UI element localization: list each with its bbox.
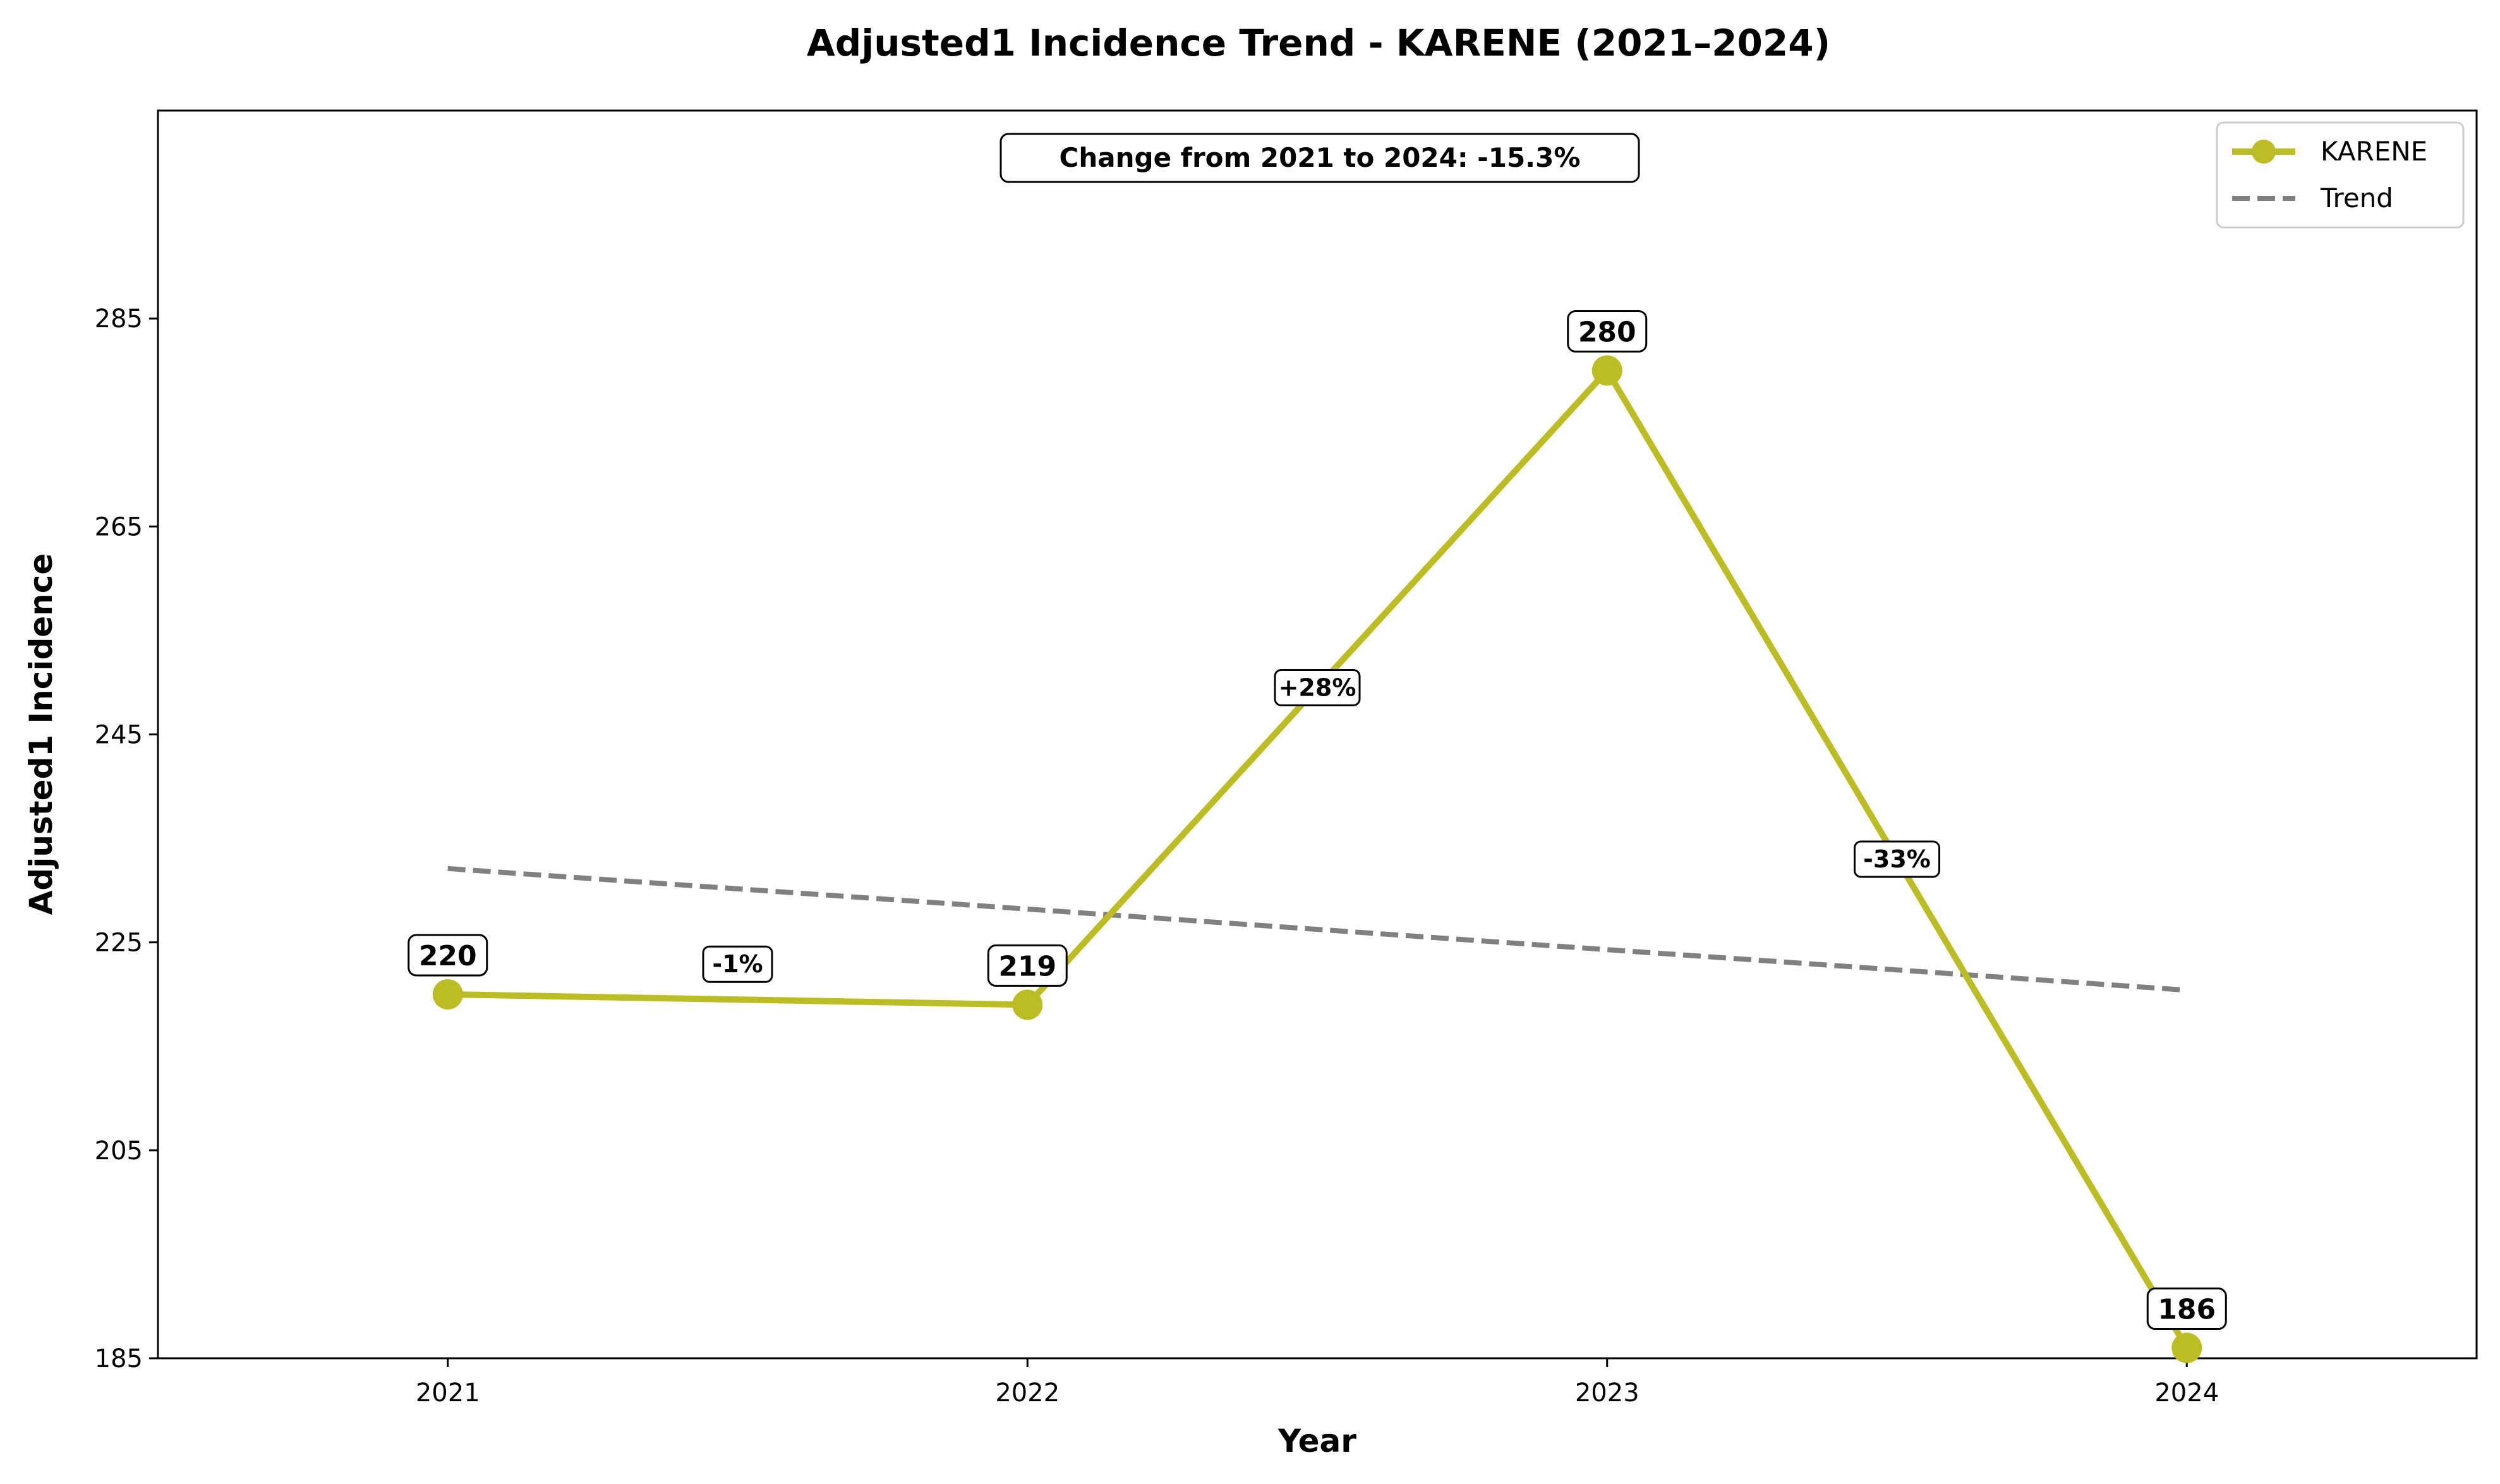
value-label-box — [1567, 310, 1648, 353]
plot-frame — [157, 109, 2478, 1360]
segment-change-box — [702, 945, 773, 983]
x-tick-label: 2023 — [1575, 1378, 1639, 1408]
y-tick-label: 205 — [95, 1137, 143, 1166]
y-axis: 185 205 225 245 265 285 — [95, 305, 158, 1373]
trend-line — [447, 866, 2187, 993]
change-annotation-text: Change from 2021 to 2024: -15.3% — [1060, 142, 1581, 173]
segment-change-box — [1274, 668, 1361, 706]
change-annotation: Change from 2021 to 2024: -15.3% — [999, 133, 1640, 183]
value-label-box — [408, 934, 488, 977]
x-tick-label: 2022 — [995, 1378, 1060, 1408]
legend-label-karene: KARENE — [2321, 136, 2427, 167]
value-label-box — [2146, 1288, 2227, 1330]
segment-change-labels: -1% +28% -33% — [702, 668, 1940, 983]
chart-title: Adjusted1 Incidence Trend - KARENE (2021… — [807, 21, 1830, 64]
y-tick-label: 245 — [95, 721, 143, 750]
y-axis-label: Adjusted1 Incidence — [23, 553, 59, 915]
segment-change-label: +28% — [1279, 673, 1356, 701]
x-axis: 2021 2022 2023 2024 — [416, 1358, 2219, 1408]
y-tick-label: 185 — [95, 1344, 143, 1373]
value-label: 219 — [998, 950, 1056, 982]
data-point — [2171, 1332, 2202, 1363]
data-point — [1012, 989, 1043, 1020]
value-label: 280 — [1578, 316, 1636, 348]
value-labels: 220 219 280 186 — [408, 310, 2227, 1330]
legend: KARENE Trend — [2216, 121, 2465, 229]
segment-change-label: -33% — [1863, 845, 1931, 873]
plot-area — [157, 109, 2478, 1360]
segment-change-box — [1854, 840, 1940, 878]
x-tick-label: 2024 — [2154, 1378, 2219, 1408]
legend-label-trend: Trend — [2320, 183, 2393, 214]
change-annotation-box — [999, 133, 1640, 183]
data-point — [432, 979, 463, 1010]
y-tick-label: 225 — [95, 929, 143, 958]
x-tick-label: 2021 — [416, 1378, 480, 1408]
data-point — [1591, 355, 1622, 386]
y-tick-label: 265 — [95, 512, 143, 541]
data-points — [432, 355, 2202, 1363]
value-label-box — [987, 944, 1068, 987]
segment-change-label: -1% — [712, 950, 763, 978]
legend-series-marker — [2252, 140, 2276, 164]
y-tick-label: 285 — [95, 305, 143, 334]
value-label: 186 — [2158, 1294, 2216, 1326]
x-axis-label: Year — [1277, 1423, 1356, 1459]
value-label: 220 — [419, 940, 477, 972]
